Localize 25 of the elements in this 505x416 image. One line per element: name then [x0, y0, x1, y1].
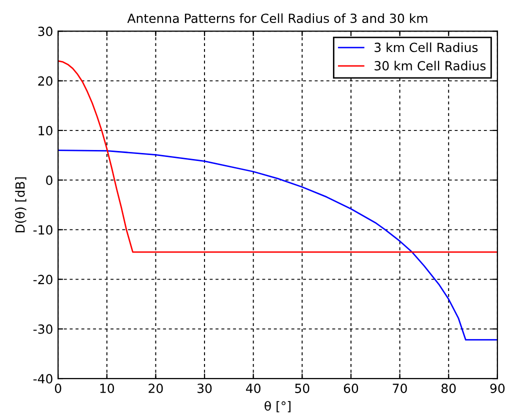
line-series	[58, 150, 498, 341]
y-axis-title: D(θ) [dB]	[15, 177, 26, 232]
x-tick-label: 90	[490, 384, 505, 394]
x-tick-label: 60	[344, 384, 358, 394]
x-tick-label: 50	[295, 384, 310, 394]
y-tick-label: -20	[33, 274, 52, 284]
y-tick-label: -40	[33, 374, 52, 384]
x-axis-title: θ [°]	[264, 400, 290, 412]
legend-label: 3 km Cell Radius	[374, 42, 478, 52]
x-tick-label: 0	[54, 384, 62, 394]
y-tick-label: -30	[33, 324, 52, 334]
x-tick-label: 10	[100, 384, 114, 394]
x-tick-label: 20	[148, 384, 163, 394]
y-tick-label: 30	[38, 26, 52, 36]
y-tick-label: -10	[33, 225, 52, 235]
x-tick-label: 80	[442, 384, 456, 394]
line-series	[58, 60, 498, 253]
y-tick-label: 0	[46, 176, 52, 185]
y-tick-label: 10	[38, 126, 52, 136]
legend-label: 30 km Cell Radius	[374, 60, 486, 70]
y-tick-label: 20	[38, 76, 52, 86]
x-tick-label: 40	[246, 384, 260, 394]
x-tick-label: 70	[392, 384, 407, 394]
chart-title: Antenna Patterns for Cell Radius of 3 and 30 km	[127, 13, 428, 24]
x-tick-label: 30	[198, 384, 212, 394]
